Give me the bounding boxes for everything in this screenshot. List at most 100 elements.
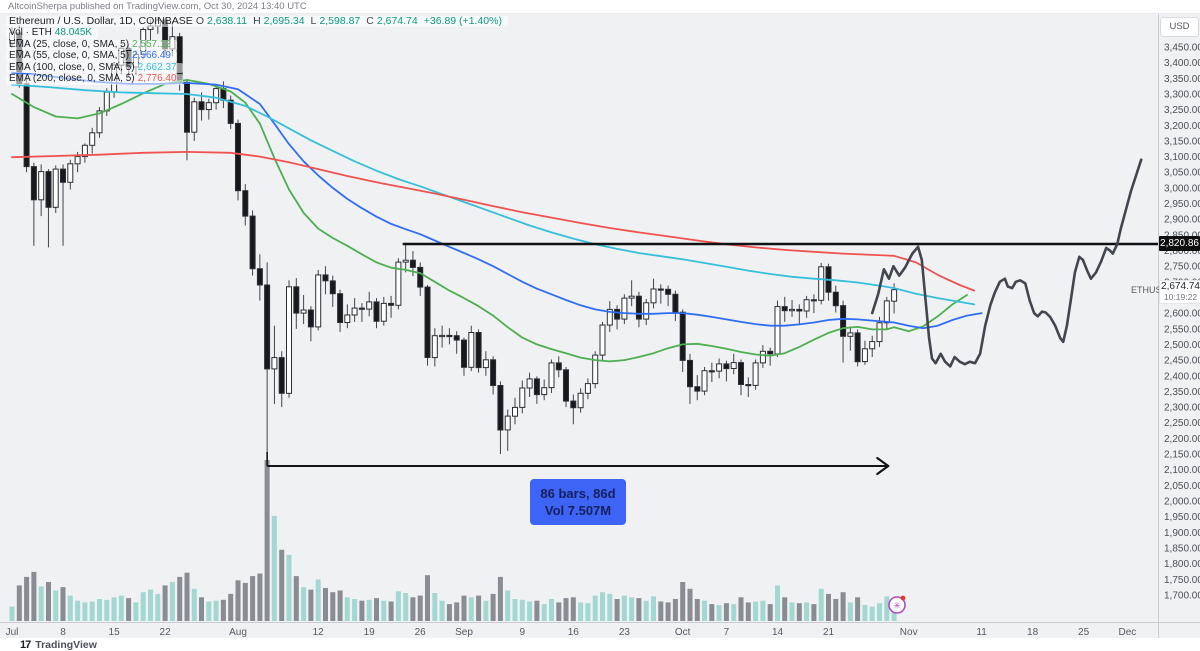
candle-up	[643, 302, 650, 320]
candle-up	[439, 334, 446, 338]
candle-down	[322, 274, 329, 282]
price-tick-label: 3,150.00	[1164, 136, 1200, 147]
legend-row-volume[interactable]: Vol · ETH 48.045K	[6, 27, 99, 39]
volume-bar	[395, 591, 401, 621]
volume-bar	[381, 600, 387, 621]
candle-down	[424, 286, 431, 359]
volume-bar	[417, 595, 423, 621]
candle-up	[803, 299, 810, 312]
legend-row-symbol[interactable]: Ethereum / U.S. Dollar, 1D, COINBASE O 2,6…	[6, 16, 508, 27]
volume-bar	[330, 592, 336, 621]
price-axis[interactable]: 3,450.00 3,400.00 3,350.00 3,300.00 3,250.00…	[1164, 43, 1200, 602]
legend-row-ema-100[interactable]: EMA (100, close, 0, SMA, 5) 2,662.37	[6, 62, 183, 73]
volume-bar	[104, 599, 110, 621]
candle-down	[23, 83, 30, 168]
time-tick-label: Jul	[6, 627, 19, 638]
volume-bar	[286, 554, 292, 621]
candle-up	[67, 163, 74, 183]
candle-down	[307, 309, 314, 328]
volume-bar	[366, 599, 372, 621]
legend-row-ema-25[interactable]: EMA (25, close, 0, SMA, 5) 2,557.12	[6, 39, 177, 50]
event-badge-icon[interactable]	[888, 596, 906, 614]
candle-down	[45, 171, 52, 208]
candle-series	[9, 17, 898, 454]
candle-down	[723, 363, 730, 370]
volume-bar	[388, 601, 394, 621]
time-tick-label: 26	[415, 627, 427, 638]
price-tick-label: 2,100.00	[1164, 465, 1200, 476]
candle-up	[701, 370, 708, 392]
volume-bar	[563, 598, 569, 621]
candle-down	[461, 339, 467, 368]
volume-bar	[672, 599, 678, 621]
currency-toggle-button[interactable]: USD	[1160, 17, 1199, 37]
legend-row-ema-55[interactable]: EMA (55, close, 0, SMA, 5) 2,566.49	[6, 50, 177, 62]
volume-bar	[549, 599, 554, 621]
volume-bar	[279, 549, 285, 621]
time-axis[interactable]: Jul 8 15 22 Aug 12 19 26 Sep 9 16 23 Oct 7 14 21 Nov 11 18…	[6, 627, 1137, 638]
volume-bar	[454, 602, 460, 621]
candle-up	[89, 132, 96, 146]
volume-bar	[877, 603, 882, 621]
candle-up	[577, 392, 584, 409]
candle-down	[417, 266, 424, 288]
candle-down	[490, 359, 497, 386]
time-tick-label: 12	[313, 627, 325, 638]
candle-up	[103, 91, 110, 112]
candle-down	[563, 369, 569, 402]
bar-countdown: 10:19:22	[1163, 292, 1198, 302]
volume-bar	[687, 588, 693, 621]
volume-bar	[177, 576, 183, 621]
candle-down	[256, 268, 263, 286]
symbol-tag: ETHUSD	[1131, 285, 1169, 295]
volume-bar	[891, 612, 897, 621]
ohlc-l-label: L	[310, 15, 317, 27]
candle-down	[679, 311, 686, 361]
volume-bar	[767, 604, 773, 621]
volume-pane	[9, 460, 897, 621]
candle-down	[388, 302, 395, 306]
volume-bar	[869, 606, 875, 621]
candle-up	[861, 348, 868, 363]
legend-row-ema-200[interactable]: EMA (200, close, 0, SMA, 5) 2,776.40	[6, 73, 183, 85]
candle-down	[767, 350, 774, 355]
volume-bar	[24, 576, 30, 621]
ohlc-o-label: O	[195, 15, 204, 27]
candle-down	[533, 378, 540, 396]
candle-up	[351, 307, 358, 316]
price-tick-label: 2,150.00	[1164, 450, 1200, 461]
candle-up	[74, 156, 81, 165]
candle-up	[300, 309, 307, 314]
ema-label: EMA (200, close, 0, SMA, 5)	[9, 73, 135, 84]
price-projection-drawing[interactable]	[870, 158, 1143, 368]
measure-arrowhead	[876, 464, 890, 476]
volume-bar	[352, 599, 358, 621]
candle-up	[869, 341, 876, 350]
symbol-title: Ethereum / U.S. Dollar, 1D, COINBASE	[9, 15, 193, 27]
volume-bar	[694, 599, 700, 621]
price-tick-label: 3,050.00	[1164, 168, 1200, 179]
ohlc-h-label: H	[253, 15, 261, 27]
measure-arrowhead	[876, 456, 890, 468]
measure-tool-label[interactable]: 86 bars, 86d Vol 7.507M	[530, 479, 626, 525]
volume-bar	[818, 588, 824, 621]
price-tick-label: 2,300.00	[1164, 403, 1200, 414]
price-tick-label: 3,100.00	[1164, 152, 1200, 163]
candle-down	[264, 284, 271, 370]
price-tick-label: 2,500.00	[1164, 340, 1200, 351]
candle-up	[431, 335, 438, 359]
price-tick-label: 2,750.00	[1164, 262, 1200, 273]
candle-up	[548, 362, 555, 389]
price-tick-label: 2,400.00	[1164, 371, 1200, 382]
candle-down	[555, 362, 562, 371]
time-tick-label: 18	[1027, 627, 1039, 638]
price-tick-label: 1,800.00	[1164, 559, 1200, 570]
volume-bar	[782, 597, 788, 621]
measure-volume-text: Vol 7.507M	[544, 503, 612, 518]
candle-up	[205, 102, 212, 111]
volume-bar	[505, 590, 511, 621]
last-price-label: 2,674.74 10:19:22	[1159, 280, 1200, 304]
volume-bar	[607, 593, 613, 621]
candle-down	[358, 307, 365, 310]
